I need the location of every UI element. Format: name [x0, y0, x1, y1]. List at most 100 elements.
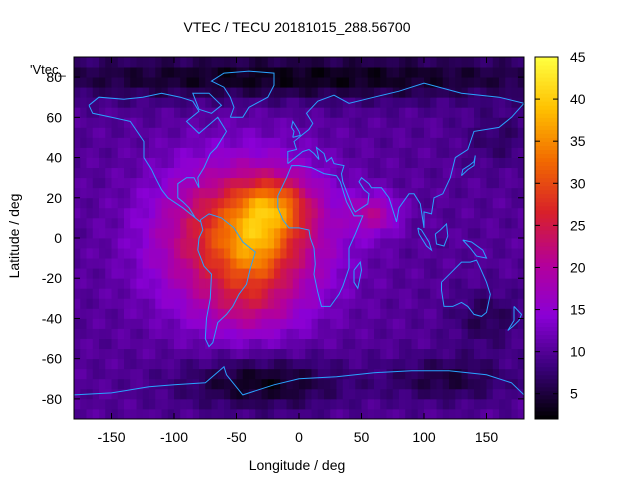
heatmap-cell: [249, 248, 256, 259]
coastline-north-america: [88, 92, 228, 223]
heatmap-cell: [92, 77, 100, 88]
heatmap-cell: [167, 137, 175, 148]
heatmap-cell: [436, 328, 444, 339]
heatmap-cell: [192, 57, 200, 68]
heatmap-cell: [505, 227, 512, 239]
heatmap-cell: [167, 378, 175, 390]
heatmap-cell: [299, 87, 306, 98]
heatmap-cell: [305, 147, 312, 158]
heatmap-cell: [317, 67, 325, 78]
heatmap-cell: [374, 137, 381, 148]
heatmap-cell: [117, 207, 125, 219]
heatmap-cell: [511, 197, 519, 209]
heatmap-cell: [417, 248, 425, 259]
heatmap-cell: [74, 368, 81, 380]
heatmap-cell: [424, 127, 431, 138]
heatmap-cell: [405, 147, 412, 158]
heatmap-cell: [286, 388, 294, 400]
heatmap-cell: [342, 338, 350, 350]
heatmap-cell: [211, 348, 219, 360]
heatmap-cell: [105, 157, 112, 169]
heatmap-cell: [149, 348, 156, 360]
heatmap-cell: [224, 258, 231, 269]
heatmap-cell: [124, 308, 131, 319]
heatmap-cell: [80, 197, 87, 209]
heatmap-cell: [324, 278, 331, 289]
heatmap-cell: [192, 368, 200, 380]
heatmap-cell: [486, 57, 494, 68]
heatmap-cell: [255, 398, 262, 410]
heatmap-cell: [199, 258, 206, 269]
heatmap-cell: [499, 248, 506, 259]
heatmap-cell: [105, 378, 112, 390]
heatmap-cell: [474, 248, 481, 259]
heatmap-cell: [292, 398, 300, 410]
heatmap-cell: [86, 97, 94, 108]
heatmap-cell: [136, 177, 144, 189]
coastline-new-zealand: [507, 306, 523, 331]
heatmap-cell: [424, 258, 431, 269]
heatmap-cell: [286, 67, 294, 78]
heatmap-cell: [149, 238, 156, 249]
heatmap-cell: [161, 288, 169, 299]
heatmap-cell: [230, 318, 237, 329]
heatmap-cell: [330, 127, 337, 138]
heatmap-cell: [305, 177, 312, 189]
heatmap-cell: [267, 238, 275, 249]
heatmap-cell: [411, 197, 419, 209]
heatmap-cell: [149, 217, 156, 229]
heatmap-cell: [274, 318, 281, 329]
heatmap-cell: [124, 328, 131, 339]
heatmap-cell: [486, 378, 494, 390]
heatmap-cell: [299, 147, 306, 158]
colorbar-swatch: [535, 330, 558, 336]
heatmap-cell: [92, 117, 100, 128]
heatmap-cell: [249, 388, 256, 400]
heatmap-cell: [267, 388, 275, 400]
heatmap-cell: [161, 348, 169, 360]
heatmap-cell: [155, 258, 162, 269]
heatmap-cell: [199, 177, 206, 189]
heatmap-cell: [211, 57, 219, 68]
heatmap-cell: [317, 328, 325, 339]
heatmap-cell: [442, 378, 450, 390]
heatmap-cell: [305, 248, 312, 259]
heatmap-cell: [399, 177, 406, 189]
heatmap-cell: [167, 217, 175, 229]
heatmap-cell: [324, 177, 331, 189]
heatmap-cell: [486, 67, 494, 78]
heatmap-cell: [436, 308, 444, 319]
heatmap-cell: [230, 398, 237, 410]
heatmap-cell: [461, 227, 469, 239]
heatmap-cell: [399, 248, 406, 259]
heatmap-cell: [480, 177, 487, 189]
heatmap-cell: [217, 328, 225, 339]
heatmap-cell: [492, 57, 500, 68]
heatmap-cell: [517, 398, 525, 410]
heatmap-cell: [117, 368, 125, 380]
heatmap-cell: [455, 348, 462, 360]
heatmap-cell: [155, 368, 162, 380]
heatmap-cell: [236, 157, 244, 169]
heatmap-cell: [299, 338, 306, 350]
heatmap-cell: [299, 268, 306, 279]
heatmap-cell: [486, 408, 494, 420]
heatmap-cell: [261, 147, 269, 158]
heatmap-cell: [299, 328, 306, 339]
heatmap-cell: [342, 177, 350, 189]
heatmap-cell: [211, 338, 219, 350]
heatmap-cell: [336, 238, 344, 249]
heatmap-cell: [261, 288, 269, 299]
heatmap-cell: [417, 167, 425, 179]
heatmap-cell: [392, 298, 400, 309]
heatmap-cell: [474, 358, 481, 370]
heatmap-cell: [517, 107, 525, 118]
heatmap-cell: [105, 67, 112, 78]
heatmap-cell: [399, 258, 406, 269]
heatmap-cell: [286, 358, 294, 370]
heatmap-cell: [380, 57, 387, 68]
heatmap-cell: [517, 238, 525, 249]
heatmap-cell: [286, 338, 294, 350]
heatmap-cell: [405, 408, 412, 420]
heatmap-cell: [324, 348, 331, 360]
